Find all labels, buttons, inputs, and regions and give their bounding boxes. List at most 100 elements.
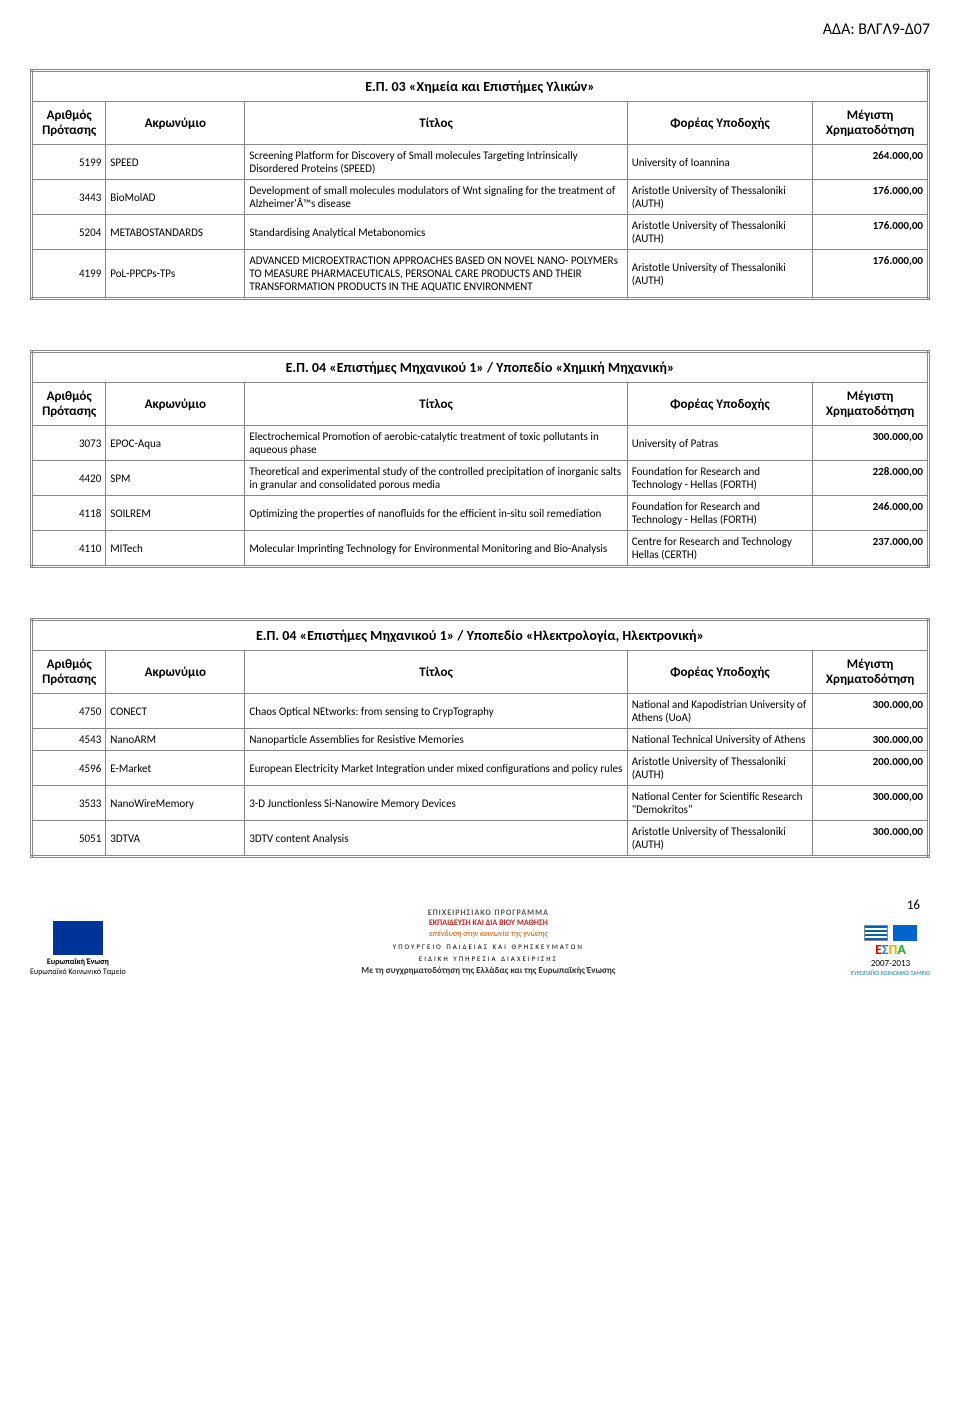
table-row: 4118SOILREMOptimizing the properties of … (32, 496, 929, 531)
cell-title: Nanoparticle Assemblies for Resistive Me… (245, 729, 627, 751)
eu-label-2: Ευρωπαϊκό Κοινωνικό Ταμείο (30, 967, 126, 977)
section-title: Ε.Π. 04 «Επιστήμες Μηχανικού 1» / Υποπεδ… (32, 352, 929, 383)
ministry-line-1: ΥΠΟΥΡΓΕΙΟ ΠΑΙΔΕΙΑΣ ΚΑΙ ΘΡΗΣΚΕΥΜΑΤΩΝ (361, 942, 615, 951)
cell-org: National and Kapodistrian University of … (627, 694, 812, 729)
cell-fund: 176.000,00 (813, 250, 929, 299)
cell-acronym: CONECT (106, 694, 245, 729)
cell-fund: 300.000,00 (813, 821, 929, 857)
cell-num: 5204 (32, 215, 106, 250)
cofund-line: Με τη συγχρηματοδότηση της Ελλάδας και τ… (361, 965, 615, 977)
cell-acronym: BioMolAD (106, 180, 245, 215)
table-row: 4750CONECTChaos Optical NEtworks: from s… (32, 694, 929, 729)
cell-title: 3DTV content Analysis (245, 821, 627, 857)
cell-fund: 264.000,00 (813, 145, 929, 180)
cell-acronym: SOILREM (106, 496, 245, 531)
cell-fund: 237.000,00 (813, 531, 929, 567)
table-row: 5204METABOSTANDARDSStandardising Analyti… (32, 215, 929, 250)
greek-flag-icon (864, 925, 888, 941)
cell-title: Molecular Imprinting Technology for Envi… (245, 531, 627, 567)
col-header-acronym: Ακρωνύμιο (106, 383, 245, 426)
cell-num: 4110 (32, 531, 106, 567)
section-table: Ε.Π. 04 «Επιστήμες Μηχανικού 1» / Υποπεδ… (30, 618, 930, 858)
cell-acronym: EPOC-Aqua (106, 426, 245, 461)
col-header-org: Φορέας Υποδοχής (627, 102, 812, 145)
cell-org: Aristotle University of Thessaloniki (AU… (627, 215, 812, 250)
cell-num: 4420 (32, 461, 106, 496)
col-header-fund: Μέγιστη Χρηματοδότηση (813, 383, 929, 426)
prog-line-1: ΕΠΙΧΕΙΡΗΣΙΑΚΟ ΠΡΟΓΡΑΜΜΑ (361, 908, 615, 918)
cell-num: 5051 (32, 821, 106, 857)
cell-org: Foundation for Research and Technology -… (627, 496, 812, 531)
cell-org: Centre for Research and Technology Hella… (627, 531, 812, 567)
cell-title: 3-D Junctionless Si-Nanowire Memory Devi… (245, 786, 627, 821)
col-header-num: Αριθμός Πρότασης (32, 651, 106, 694)
cell-num: 4596 (32, 751, 106, 786)
cell-acronym: SPEED (106, 145, 245, 180)
cell-org: University of Ioannina (627, 145, 812, 180)
cell-fund: 300.000,00 (813, 786, 929, 821)
cell-acronym: NanoWireMemory (106, 786, 245, 821)
espa-logo-text: ΕΣΠΑ (875, 941, 906, 958)
cell-org: Foundation for Research and Technology -… (627, 461, 812, 496)
col-header-org: Φορέας Υποδοχής (627, 651, 812, 694)
cell-acronym: PoL-PPCPs-TPs (106, 250, 245, 299)
cell-num: 4199 (32, 250, 106, 299)
col-header-num: Αριθμός Πρότασης (32, 383, 106, 426)
espa-years: 2007-2013 (871, 958, 910, 969)
ministry-line-2: ΕΙΔΙΚΗ ΥΠΗΡΕΣΙΑ ΔΙΑΧΕΙΡΙΣΗΣ (361, 954, 615, 963)
section-title: Ε.Π. 03 «Χημεία και Επιστήμες Υλικών» (32, 71, 929, 102)
cell-title: Screening Platform for Discovery of Smal… (245, 145, 627, 180)
cell-num: 4750 (32, 694, 106, 729)
cell-num: 4118 (32, 496, 106, 531)
col-header-title: Τίτλος (245, 651, 627, 694)
col-header-num: Αριθμός Πρότασης (32, 102, 106, 145)
cell-title: Development of small molecules modulator… (245, 180, 627, 215)
cell-fund: 228.000,00 (813, 461, 929, 496)
eu-flag-icon (53, 921, 103, 955)
col-header-fund: Μέγιστη Χρηματοδότηση (813, 651, 929, 694)
eu-label-1: Ευρωπαϊκή Ένωση (47, 957, 109, 967)
prog-line-2: ΕΚΠΑΙΔΕΥΣΗ ΚΑΙ ΔΙΑ ΒΙΟΥ ΜΑΘΗΣΗ (361, 918, 615, 928)
page-number: 16 (907, 898, 920, 913)
gr-agency-icon (893, 925, 917, 941)
cell-acronym: MITech (106, 531, 245, 567)
table-row: 4420SPMTheoretical and experimental stud… (32, 461, 929, 496)
col-header-title: Τίτλος (245, 383, 627, 426)
table-row: 5199SPEEDScreening Platform for Discover… (32, 145, 929, 180)
espa-sub: ΕΥΡΩΠΑΪΚΟ ΚΟΙΝΩΝΙΚΟ ΤΑΜΕΙΟ (851, 969, 930, 977)
cell-fund: 176.000,00 (813, 180, 929, 215)
col-header-org: Φορέας Υποδοχής (627, 383, 812, 426)
cell-org: Aristotle University of Thessaloniki (AU… (627, 751, 812, 786)
footer: 16 Ευρωπαϊκή Ένωση Ευρωπαϊκό Κοινωνικό Τ… (30, 908, 930, 977)
table-row: 4110MITechMolecular Imprinting Technolog… (32, 531, 929, 567)
table-row: 4596E-MarketEuropean Electricity Market … (32, 751, 929, 786)
cell-num: 3533 (32, 786, 106, 821)
table-row: 3443BioMolADDevelopment of small molecul… (32, 180, 929, 215)
cell-num: 4543 (32, 729, 106, 751)
eu-logo-block: Ευρωπαϊκή Ένωση Ευρωπαϊκό Κοινωνικό Ταμε… (30, 921, 126, 977)
cell-acronym: SPM (106, 461, 245, 496)
cell-org: Aristotle University of Thessaloniki (AU… (627, 250, 812, 299)
cell-num: 3443 (32, 180, 106, 215)
col-header-acronym: Ακρωνύμιο (106, 102, 245, 145)
section-table: Ε.Π. 03 «Χημεία και Επιστήμες Υλικών»Αρι… (30, 69, 930, 300)
cell-fund: 300.000,00 (813, 729, 929, 751)
cell-title: Electrochemical Promotion of aerobic-cat… (245, 426, 627, 461)
document-code: ΑΔΑ: ΒΛΓΛ9-Δ07 (30, 20, 930, 39)
table-row: 4543NanoARMNanoparticle Assemblies for R… (32, 729, 929, 751)
cell-title: Chaos Optical NEtworks: from sensing to … (245, 694, 627, 729)
cell-title: ADVANCED MICROEXTRACTION APPROACHES BASE… (245, 250, 627, 299)
cell-fund: 300.000,00 (813, 426, 929, 461)
section-table: Ε.Π. 04 «Επιστήμες Μηχανικού 1» / Υποπεδ… (30, 350, 930, 568)
cell-org: National Center for Scientific Research … (627, 786, 812, 821)
table-row: 50513DTVA3DTV content AnalysisAristotle … (32, 821, 929, 857)
cell-org: Aristotle University of Thessaloniki (AU… (627, 180, 812, 215)
cell-org: Aristotle University of Thessaloniki (AU… (627, 821, 812, 857)
cell-acronym: 3DTVA (106, 821, 245, 857)
cell-org: University of Patras (627, 426, 812, 461)
cell-title: Theoretical and experimental study of th… (245, 461, 627, 496)
col-header-fund: Μέγιστη Χρηματοδότηση (813, 102, 929, 145)
cell-title: Standardising Analytical Metabonomics (245, 215, 627, 250)
cell-fund: 200.000,00 (813, 751, 929, 786)
cell-fund: 246.000,00 (813, 496, 929, 531)
